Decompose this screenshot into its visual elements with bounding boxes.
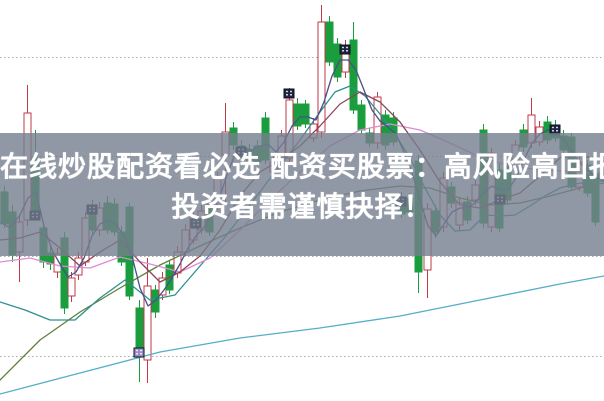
ad-text-line-2: 投资者需谨慎抉择！ xyxy=(171,191,433,222)
candle-signal-marker xyxy=(339,44,351,55)
ad-text-line-1: 在线炒股配资看必选 配资买股票：高风险高回报， xyxy=(0,151,604,182)
ma-long-lightcyan xyxy=(0,275,604,395)
candle-signal-marker xyxy=(133,347,145,358)
candle-signal-marker xyxy=(283,88,295,99)
ad-overlay-banner: 在线炒股配资看必选 配资买股票：高风险高回报， 投资者需谨慎抉择！ xyxy=(0,133,604,256)
